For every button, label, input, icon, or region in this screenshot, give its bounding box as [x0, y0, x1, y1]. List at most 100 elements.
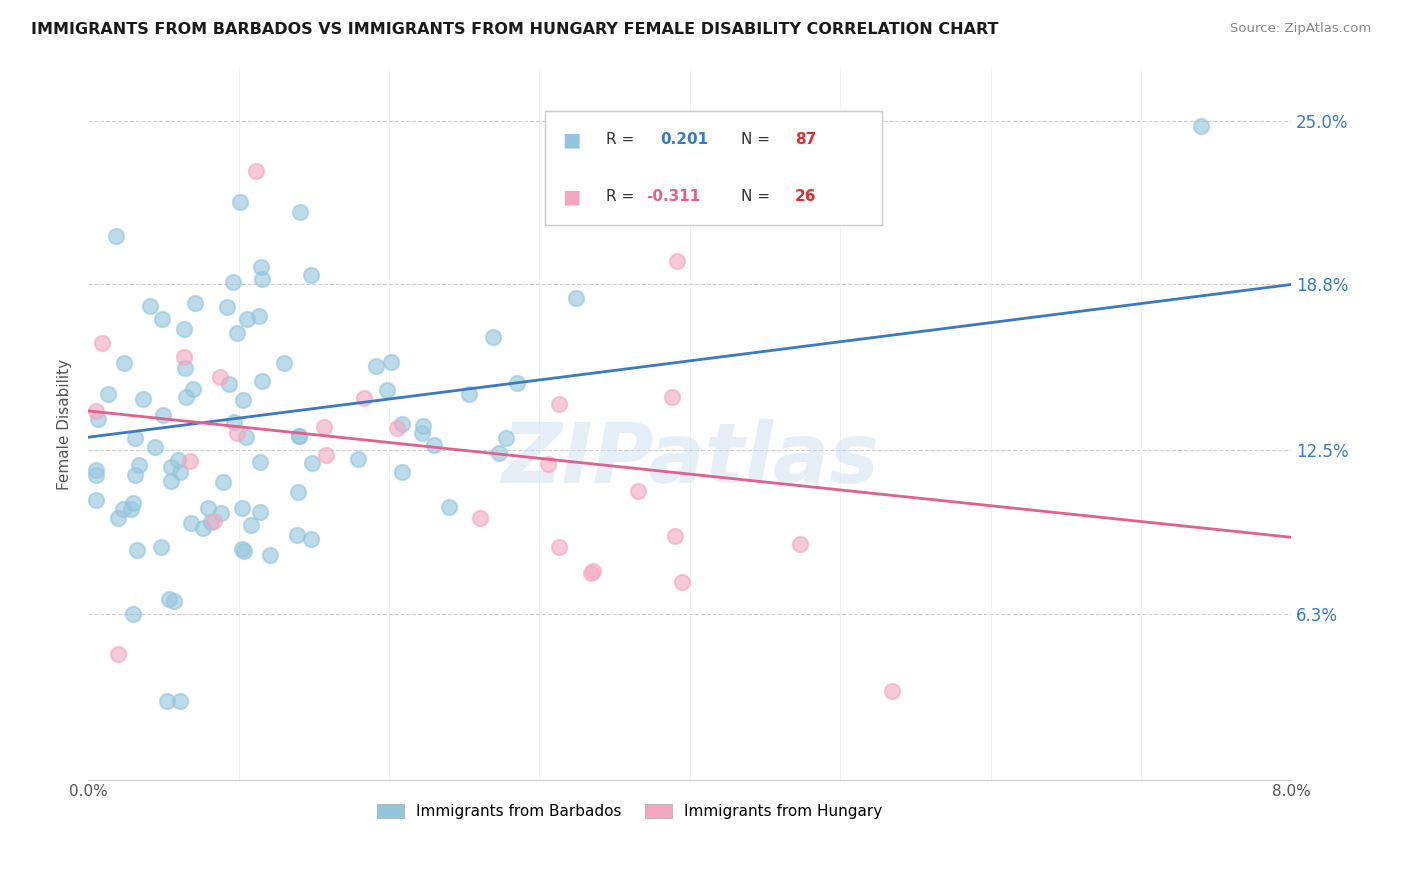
Y-axis label: Female Disability: Female Disability	[58, 359, 72, 490]
Point	[229, 194, 252, 209]
Point	[156, 693, 179, 707]
Point	[173, 350, 195, 364]
Point	[152, 409, 174, 423]
Point	[488, 445, 510, 459]
Point	[184, 295, 207, 310]
Point	[107, 511, 129, 525]
Point	[121, 607, 143, 621]
Point	[285, 527, 308, 541]
Point	[482, 330, 505, 344]
Point	[457, 387, 479, 401]
Point	[301, 456, 323, 470]
Point	[167, 452, 190, 467]
Point	[145, 441, 167, 455]
Point	[250, 374, 273, 388]
Point	[1189, 120, 1212, 134]
Point	[202, 514, 225, 528]
Point	[159, 460, 181, 475]
Point	[250, 272, 273, 286]
Point	[380, 355, 402, 369]
Point	[226, 326, 249, 340]
Point	[174, 390, 197, 404]
Point	[84, 463, 107, 477]
Text: ZIPatlas: ZIPatlas	[501, 419, 879, 500]
Point	[162, 594, 184, 608]
Point	[150, 540, 173, 554]
Point	[495, 431, 517, 445]
Point	[364, 359, 387, 373]
Point	[226, 425, 249, 440]
Point	[157, 591, 180, 606]
Point	[288, 428, 311, 442]
Point	[97, 386, 120, 401]
Point	[104, 229, 127, 244]
Point	[235, 430, 257, 444]
Point	[666, 254, 689, 268]
Point	[128, 458, 150, 472]
Point	[222, 275, 245, 289]
Point	[565, 291, 588, 305]
Point	[200, 515, 222, 529]
Point	[112, 356, 135, 370]
Text: IMMIGRANTS FROM BARBADOS VS IMMIGRANTS FROM HUNGARY FEMALE DISABILITY CORRELATIO: IMMIGRANTS FROM BARBADOS VS IMMIGRANTS F…	[31, 22, 998, 37]
Point	[375, 384, 398, 398]
Point	[180, 516, 202, 530]
Point	[112, 501, 135, 516]
Point	[124, 432, 146, 446]
Point	[353, 391, 375, 405]
Point	[422, 438, 444, 452]
Point	[132, 392, 155, 406]
Point	[299, 532, 322, 546]
Point	[211, 475, 233, 489]
Point	[391, 465, 413, 479]
Point	[231, 501, 253, 516]
Point	[259, 548, 281, 562]
Point	[249, 454, 271, 468]
Point	[627, 483, 650, 498]
Point	[84, 468, 107, 483]
Point	[169, 465, 191, 479]
Point	[581, 566, 603, 580]
Point	[181, 382, 204, 396]
Point	[385, 421, 408, 435]
Point	[174, 361, 197, 376]
Point	[661, 390, 683, 404]
Point	[179, 454, 201, 468]
Point	[250, 260, 273, 274]
Point	[240, 517, 263, 532]
Point	[288, 205, 311, 219]
Point	[197, 500, 219, 515]
Point	[191, 520, 214, 534]
Point	[437, 500, 460, 514]
Point	[222, 416, 245, 430]
Point	[547, 540, 569, 554]
Point	[232, 393, 254, 408]
Point	[139, 299, 162, 313]
Point	[160, 475, 183, 489]
Text: Source: ZipAtlas.com: Source: ZipAtlas.com	[1230, 22, 1371, 36]
Point	[127, 542, 149, 557]
Point	[412, 419, 434, 434]
Point	[209, 506, 232, 520]
Point	[411, 426, 433, 441]
Point	[107, 647, 129, 661]
Point	[287, 484, 309, 499]
Point	[537, 458, 560, 472]
Point	[122, 495, 145, 509]
Point	[150, 311, 173, 326]
Point	[287, 429, 309, 443]
Point	[346, 452, 368, 467]
Point	[581, 564, 603, 578]
Point	[218, 377, 240, 392]
Point	[548, 397, 571, 411]
Point	[315, 448, 337, 462]
Point	[882, 683, 904, 698]
Point	[215, 301, 238, 315]
Point	[470, 510, 492, 524]
Point	[664, 529, 686, 543]
Point	[245, 164, 267, 178]
Point	[505, 376, 527, 391]
Point	[231, 541, 253, 556]
Point	[236, 311, 259, 326]
Point	[84, 404, 107, 418]
